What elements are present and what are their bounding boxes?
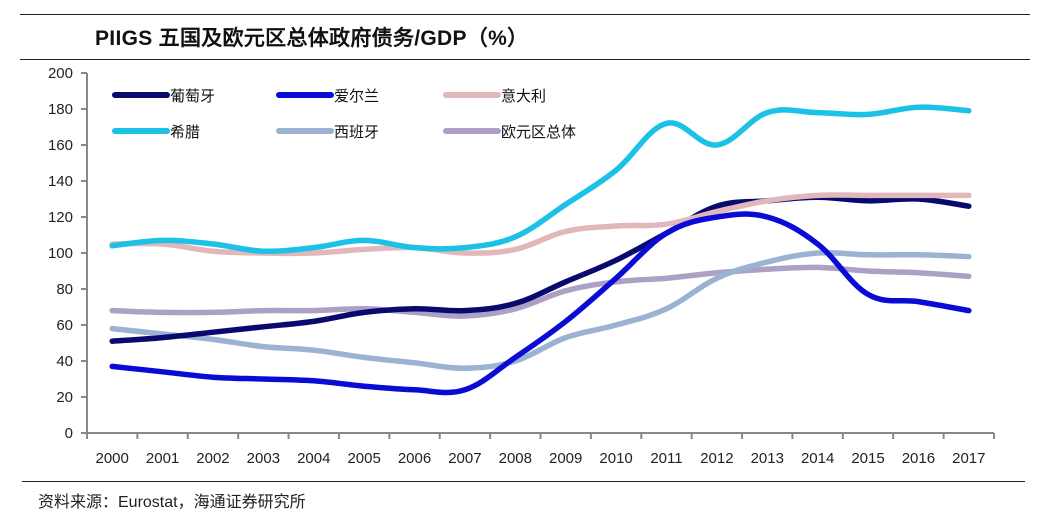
- series-lines: [109, 104, 972, 396]
- y-tick-label: 60: [56, 317, 73, 334]
- x-tick-label: 2009: [549, 450, 582, 467]
- y-tick-label: 180: [48, 101, 73, 118]
- series-line-6: [109, 264, 972, 319]
- axes: 0 20 40 60 80 100 120 140 160 180 200 2000 2001 2002 2…: [48, 65, 995, 467]
- y-tick-label: 200: [48, 65, 73, 82]
- y-tick-label: 120: [48, 209, 73, 226]
- x-tick-label: 2008: [499, 450, 532, 467]
- legend-label: 意大利: [501, 87, 546, 105]
- legend-label: 希腊: [170, 123, 200, 141]
- legend-label: 爱尔兰: [334, 87, 379, 105]
- legend-label: 欧元区总体: [501, 123, 576, 141]
- y-tick-label: 140: [48, 173, 73, 190]
- x-tick-label: 2015: [851, 450, 884, 467]
- series-line-2: [109, 211, 972, 396]
- y-tick-label: 0: [65, 425, 73, 442]
- bottom-rule-right: [470, 481, 1025, 482]
- x-tick-label: 2007: [448, 450, 481, 467]
- x-tick-label: 2016: [902, 450, 935, 467]
- x-tick-label: 2003: [247, 450, 280, 467]
- x-tick-label: 2010: [599, 450, 632, 467]
- top-rule: [20, 14, 1030, 15]
- x-tick-label: 2011: [650, 450, 682, 467]
- x-tick-label: 2017: [952, 450, 985, 467]
- y-tick-label: 40: [56, 353, 73, 370]
- bottom-rule: [22, 481, 472, 482]
- y-tick-label: 80: [56, 281, 73, 298]
- x-tick-label: 2012: [700, 450, 733, 467]
- chart-title: PIIGS 五国及欧元区总体政府债务/GDP（%）: [95, 27, 529, 50]
- series-line-4: [109, 104, 972, 255]
- x-tick-label: 2005: [347, 450, 380, 467]
- y-tick-label: 20: [56, 389, 73, 406]
- x-tick-label: 2000: [96, 450, 129, 467]
- title-rule: [20, 59, 1030, 60]
- legend-label: 西班牙: [334, 123, 379, 141]
- x-tick-label: 2006: [398, 450, 431, 467]
- source-note: 资料来源：Eurostat，海通证券研究所: [38, 494, 306, 511]
- y-tick-label: 160: [48, 137, 73, 154]
- series-line-5: [109, 249, 972, 371]
- x-tick-label: 2004: [297, 450, 330, 467]
- x-tick-label: 2013: [751, 450, 784, 467]
- x-tick-label: 2014: [801, 450, 834, 467]
- x-tick-label: 2002: [196, 450, 229, 467]
- legend-label: 葡萄牙: [170, 87, 215, 105]
- y-tick-label: 100: [48, 245, 73, 262]
- x-tick-label: 2001: [146, 450, 179, 467]
